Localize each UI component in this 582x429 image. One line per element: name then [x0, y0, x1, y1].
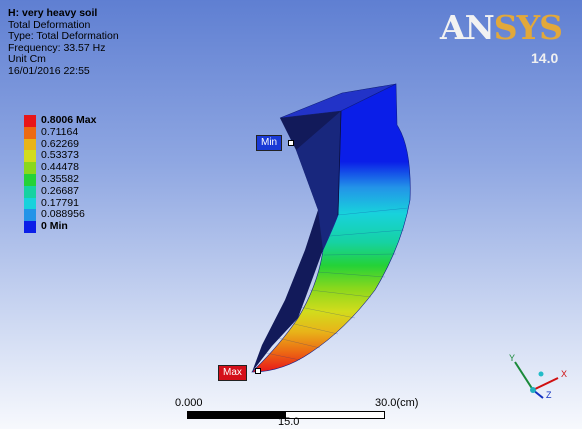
result-type: Type: Total Deformation	[8, 30, 119, 42]
legend-swatch	[24, 173, 36, 186]
legend-swatch	[24, 209, 36, 222]
model-front-face	[251, 83, 411, 373]
legend-swatch	[24, 221, 36, 233]
legend-label: 0.71164	[41, 125, 79, 138]
result-name: Total Deformation	[8, 18, 91, 31]
min-probe-label[interactable]: Min	[256, 135, 283, 151]
result-unit: Unit Cm	[8, 53, 46, 65]
legend-label: 0 Min	[41, 220, 68, 233]
version-label: 14.0	[531, 50, 559, 66]
legend-label: 0.44478	[41, 161, 79, 174]
legend-swatch	[24, 115, 36, 127]
legend-label: 0.17791	[41, 196, 79, 209]
legend-label: 0.088956	[41, 208, 85, 221]
max-probe-marker	[255, 368, 261, 374]
legend-swatch	[24, 162, 36, 174]
result-title: H: very heavy soil	[8, 7, 98, 19]
result-frequency: Frequency: 33.57 Hz	[8, 41, 106, 54]
triad-x-axis	[532, 377, 559, 391]
model-inner-face	[296, 111, 341, 250]
scale-bar	[187, 411, 385, 419]
legend-swatch	[24, 185, 36, 198]
legend-swatch	[24, 197, 36, 210]
model-edge	[337, 110, 342, 216]
scale-start-label: 0.000	[175, 397, 203, 409]
triad-origin	[530, 387, 536, 393]
triad-y-label: Y	[509, 353, 515, 363]
legend-label: 0.35582	[41, 172, 79, 185]
legend-swatch	[24, 138, 36, 151]
ansys-logo: ANSYS	[440, 8, 563, 47]
legend-label: 0.53373	[41, 149, 79, 162]
result-info: H: very heavy soil Total Deformation Typ…	[8, 7, 119, 77]
scale-end-label: 30.0(cm)	[375, 397, 419, 409]
min-probe-marker	[288, 140, 294, 146]
legend-swatch	[24, 126, 36, 139]
scale-bar-segment	[188, 412, 286, 418]
scale-ruler: 0.000 30.0(cm) 15.0	[175, 397, 455, 429]
triad-isometric-ball[interactable]	[538, 371, 544, 377]
scale-mid-label: 15.0	[278, 416, 300, 428]
result-timestamp: 16/01/2016 22:55	[8, 64, 90, 77]
triad-z-label: Z	[546, 390, 552, 400]
legend-swatch	[24, 150, 36, 163]
legend-label: 0.8006 Max	[41, 114, 97, 126]
contour-bands	[265, 207, 409, 361]
triad-x-label: X	[561, 369, 567, 379]
coordinate-triad[interactable]: Y X Z	[503, 352, 575, 404]
legend-label: 0.62269	[41, 137, 79, 150]
max-probe-label[interactable]: Max	[218, 365, 247, 381]
logo-sys: SYS	[493, 8, 563, 47]
triad-y-axis	[514, 361, 534, 391]
legend-label: 0.26687	[41, 184, 79, 197]
logo-an: AN	[440, 8, 495, 47]
